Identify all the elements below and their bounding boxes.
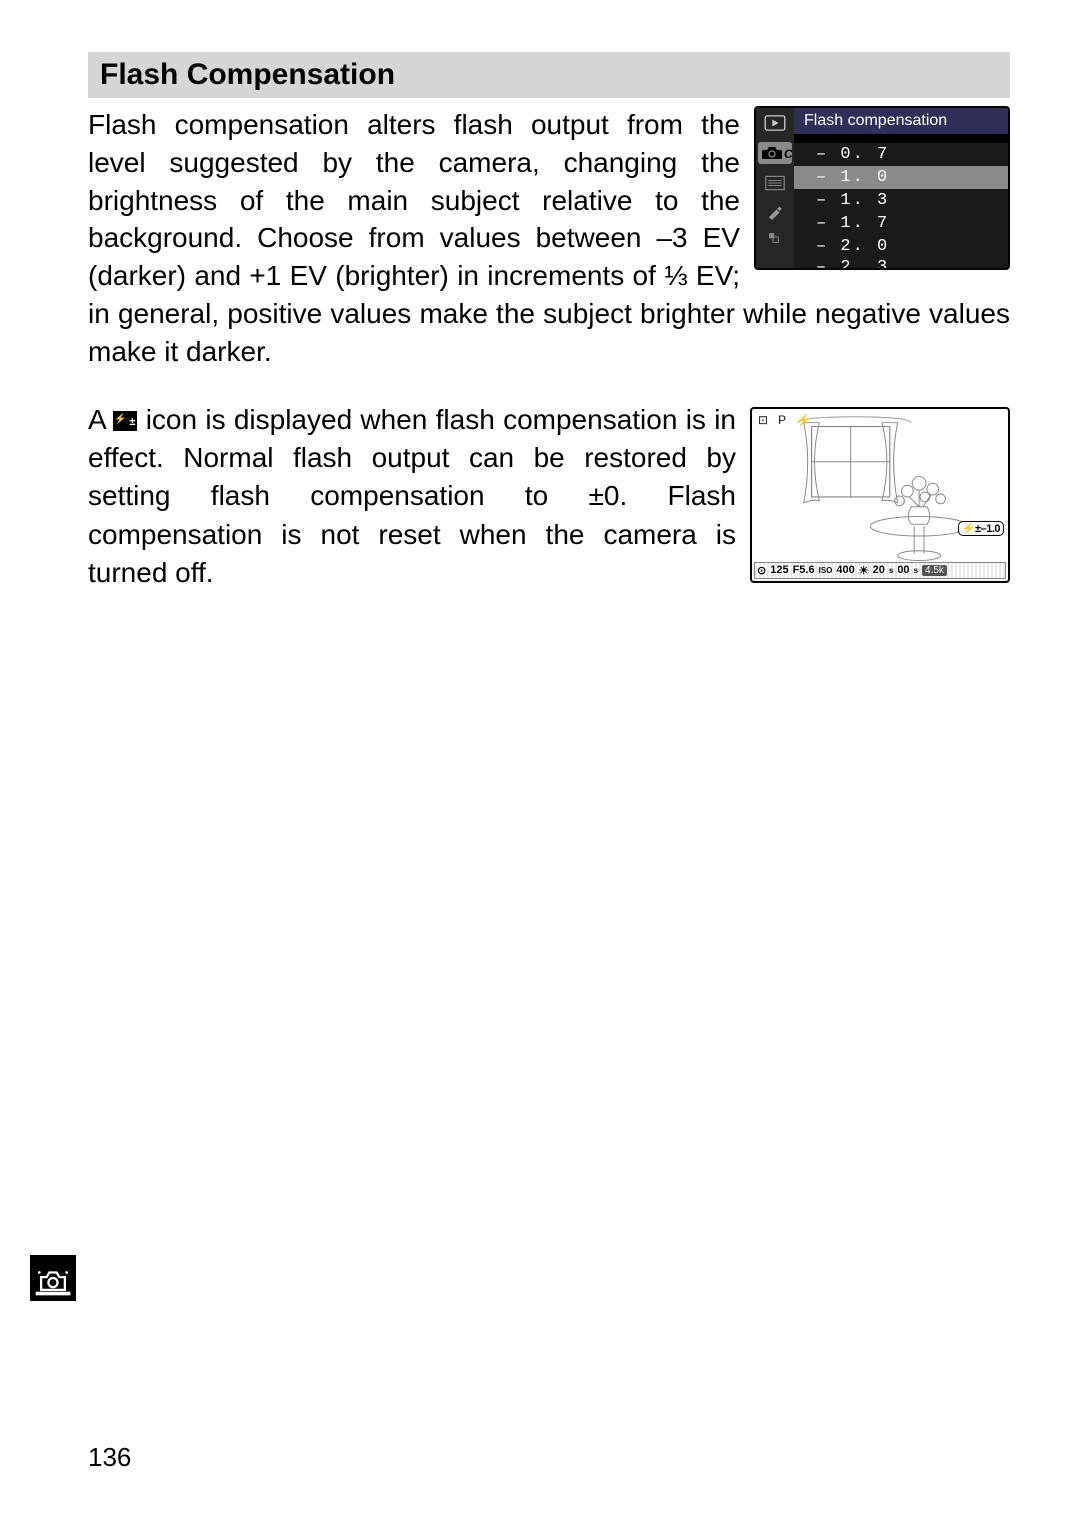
iso-label: ISO (819, 566, 833, 575)
metering-icon: ⊙ (757, 564, 766, 577)
liveview-screenshot: ⊡ P ⚡ ⚡±–1.0 ⊙ 125 F5.6 ISO 400 ☀ 20 s 0… (750, 407, 1010, 583)
retouch-icon (762, 202, 788, 220)
svg-text:C: C (784, 147, 792, 161)
aperture-value: F5.6 (793, 564, 815, 576)
mode-indicator: P (778, 413, 786, 427)
wb-icon: ☀ (859, 564, 869, 577)
flash-icon: ⚡ (796, 413, 811, 427)
recent-icon (762, 230, 788, 248)
flash-comp-icon (113, 411, 137, 431)
af-area-icon: ⊡ (758, 413, 768, 427)
menu-screenshot: C Flash compensation – 0. 7 – 1. (754, 106, 1010, 270)
menu-item: – 1. 7 (794, 212, 1008, 235)
paragraph-2b: icon is displayed when flash compensatio… (88, 404, 736, 588)
menu-main: Flash compensation – 0. 7 – 1. 0 – 1. 3 … (794, 108, 1008, 268)
menu-item: – 0. 7 (794, 143, 1008, 166)
menu-sidebar: C (756, 108, 794, 268)
time-unit: s (914, 566, 918, 575)
shots-remaining: 20 (873, 564, 885, 576)
page-number: 136 (88, 1442, 131, 1473)
filesize-value: 4.5k (922, 565, 947, 576)
paragraph-2a: A (88, 404, 113, 435)
flash-comp-badge: ⚡±–1.0 (958, 521, 1004, 536)
camera-c-icon: C (758, 142, 792, 164)
scene-illustration (752, 409, 1008, 581)
menu-item-selected: – 1. 0 (794, 166, 1008, 189)
time-value: 00 (897, 564, 909, 576)
menu-item: – 2. 0 (794, 235, 1008, 258)
menu-black-band (794, 135, 1008, 143)
shutter-value: 125 (770, 564, 788, 576)
liveview-bottom-bar: ⊙ 125 F5.6 ISO 400 ☀ 20 s 00 s 4.5k (754, 562, 1006, 579)
section-tab-icon (30, 1255, 76, 1301)
menu-item-partial: – 2. 3 (794, 258, 1008, 268)
section-title: Flash Compensation (100, 58, 395, 91)
iso-value: 400 (836, 564, 854, 576)
play-icon (762, 114, 788, 132)
time-sep: s (889, 566, 893, 575)
menu-list-icon (762, 174, 788, 192)
menu-title: Flash compensation (794, 108, 1008, 135)
liveview-top-icons: ⊡ P ⚡ (758, 413, 811, 427)
menu-item: – 1. 3 (794, 189, 1008, 212)
section-header: Flash Compensation (88, 52, 1010, 98)
menu-items: – 0. 7 – 1. 0 – 1. 3 – 1. 7 – 2. 0 – 2. … (794, 143, 1008, 268)
